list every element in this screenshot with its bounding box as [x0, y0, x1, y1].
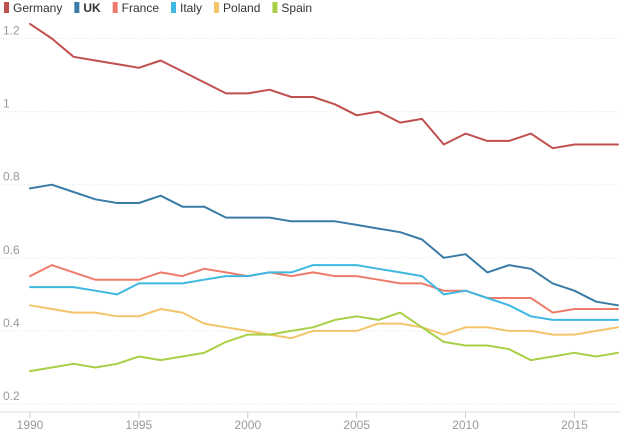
series-line-germany [29, 22, 619, 150]
y-tick-label: 0.6 [3, 243, 20, 257]
x-tick-label: 2005 [343, 418, 370, 431]
legend: Germany UK France Italy Poland Spain [4, 1, 312, 15]
legend-item-uk: UK [74, 1, 101, 15]
series-lines [29, 22, 619, 373]
legend-item-france: France [112, 1, 160, 15]
x-tick-label: 2015 [561, 418, 588, 431]
x-tick-label: 2000 [234, 418, 261, 431]
y-tick-label: 0.4 [3, 316, 20, 330]
y-tick-label: 0.8 [3, 170, 20, 184]
legend-swatch [214, 2, 220, 13]
series-line-uk [29, 183, 619, 307]
series-line-poland [29, 304, 619, 340]
legend-item-germany: Germany [4, 1, 62, 15]
x-tick-label: 1990 [17, 418, 44, 431]
legend-label: Germany [13, 1, 62, 15]
legend-swatch [4, 2, 9, 13]
legend-label: France [122, 1, 160, 15]
x-tick-label: 1995 [126, 418, 153, 431]
x-tick-label: 2010 [452, 418, 479, 431]
legend-item-italy: Italy [171, 1, 202, 15]
legend-swatch [112, 2, 118, 13]
legend-label: Spain [281, 1, 312, 15]
y-tick-label: 1 [3, 97, 10, 111]
legend-swatch [171, 2, 177, 13]
legend-item-spain: Spain [272, 1, 312, 15]
x-axis-ticks: 1990 1995 2000 2005 2010 2015 [0, 411, 620, 431]
y-tick-label: 0.2 [3, 389, 20, 403]
y-tick-label: 1.2 [3, 24, 20, 38]
legend-label: Italy [180, 1, 202, 15]
series-line-italy [29, 264, 619, 321]
legend-swatch [74, 2, 80, 13]
legend-item-poland: Poland [214, 1, 260, 15]
series-line-spain [29, 311, 619, 373]
series-line-france [29, 264, 619, 314]
y-axis-ticks: 0.2 0.4 0.6 0.8 1 1.2 [3, 24, 20, 403]
legend-label: Poland [223, 1, 260, 15]
legend-label: UK [83, 1, 101, 15]
legend-swatch [272, 2, 278, 13]
